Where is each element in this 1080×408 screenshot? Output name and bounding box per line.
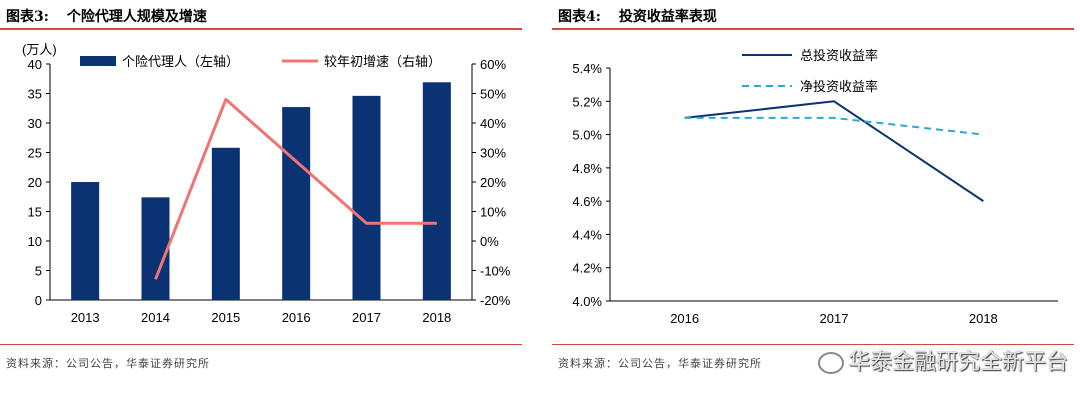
left-y-tick-label: 25 [28, 146, 42, 161]
left-y-tick-label: 20 [28, 175, 42, 190]
x-tick-label: 2018 [422, 310, 451, 325]
left-y-tick-label: 0 [35, 293, 42, 308]
right-y-tick-label: -10% [480, 264, 511, 279]
y-tick-label: 5.0% [572, 128, 602, 143]
watermark: 华泰金融研究全新平台 [817, 344, 1068, 376]
legend-label-total: 总投资收益率 [800, 48, 878, 63]
y-tick-label: 4.0% [572, 294, 602, 309]
right-y-tick-label: 40% [480, 116, 506, 131]
x-tick-label: 2016 [282, 310, 311, 325]
agent-bar [352, 95, 381, 300]
agent-bar [211, 147, 240, 300]
figure-3-bottom-rule [0, 344, 522, 345]
y-tick-label: 4.6% [572, 194, 602, 209]
figure-4-source: 资料来源：公司公告，华泰证券研究所 [558, 357, 762, 370]
x-tick-label: 2014 [141, 310, 170, 325]
right-y-tick-label: 60% [480, 57, 506, 72]
legend-label-net: 净投资收益率 [800, 79, 878, 94]
wechat-icon [817, 352, 844, 374]
x-tick-label: 2016 [670, 311, 699, 326]
figure-4-bottom-rule [552, 344, 1074, 345]
figure-4-title: 图表4: 投资收益率表现 [558, 6, 717, 26]
figure-3-top-rule [0, 28, 522, 30]
figure-4-top-rule [552, 28, 1074, 30]
total-yield-line [684, 100, 984, 202]
right-y-tick-label: 30% [480, 146, 506, 161]
right-y-tick-label: 50% [480, 87, 506, 102]
left-y-tick-label: 30 [28, 116, 42, 131]
figure-3-source: 资料来源：公司公告，华泰证券研究所 [6, 357, 210, 370]
figure-3-title-text: 个险代理人规模及增速 [66, 9, 207, 25]
growth-line [154, 97, 437, 280]
agent-scale-chart: 0 5 10 15 20 25 30 35 40 -20% -10% 0% 10% 20% 30% 40% 50… [22, 42, 511, 325]
x-tick-label: 2017 [820, 311, 849, 326]
figure-3-panel: 图表3: 个险代理人规模及增速 0 5 10 15 20 25 30 35 40 -20% -10% 0… [0, 0, 528, 408]
right-y-tick-label: -20% [480, 293, 511, 308]
figure-3-title: 图表3: 个险代理人规模及增速 [6, 6, 207, 26]
agent-bar [71, 182, 100, 300]
y-tick-label: 4.4% [572, 227, 602, 242]
legend-label-growth: 较年初增速（右轴） [324, 54, 441, 69]
x-tick-label: 2017 [352, 310, 381, 325]
y-tick-label: 4.8% [572, 161, 602, 176]
agent-bar [141, 197, 170, 300]
y-tick-label: 4.2% [572, 261, 602, 276]
x-tick-label: 2018 [969, 311, 998, 326]
agent-bar [282, 107, 311, 300]
figure-3-number: 图表3: [6, 9, 49, 25]
watermark-text: 华泰金融研究全新平台 [847, 350, 1068, 375]
net-yield-line [684, 116, 984, 136]
investment-yield-chart: 4.0% 4.2% 4.4% 4.6% 4.8% 5.0% 5.2% 5.4% 2016 2017… [572, 48, 1058, 326]
right-y-tick-label: 20% [480, 175, 506, 190]
x-tick-label: 2013 [71, 310, 100, 325]
figure-4-panel: 图表4: 投资收益率表现 4.0% 4.2% 4.4% 4.6% 4.8% 5.0% 5.2%… [552, 0, 1080, 408]
x-tick-label: 2015 [211, 310, 240, 325]
left-y-tick-label: 15 [28, 205, 42, 220]
y-tick-label: 5.4% [572, 61, 602, 76]
right-y-tick-label: 10% [480, 205, 506, 220]
y-unit-label: (万人) [22, 42, 57, 57]
left-y-tick-label: 5 [35, 264, 42, 279]
figure-4-number: 图表4: [558, 9, 601, 25]
left-y-tick-label: 40 [28, 57, 42, 72]
legend-label-agents: 个险代理人（左轴） [122, 54, 239, 69]
left-y-tick-label: 10 [28, 234, 42, 249]
right-y-tick-label: 0% [480, 234, 499, 249]
agent-bar [422, 82, 451, 300]
legend-swatch-agents [80, 56, 116, 66]
figure-4-title-text: 投资收益率表现 [618, 9, 717, 25]
left-y-tick-label: 35 [28, 87, 42, 102]
y-tick-label: 5.2% [572, 94, 602, 109]
